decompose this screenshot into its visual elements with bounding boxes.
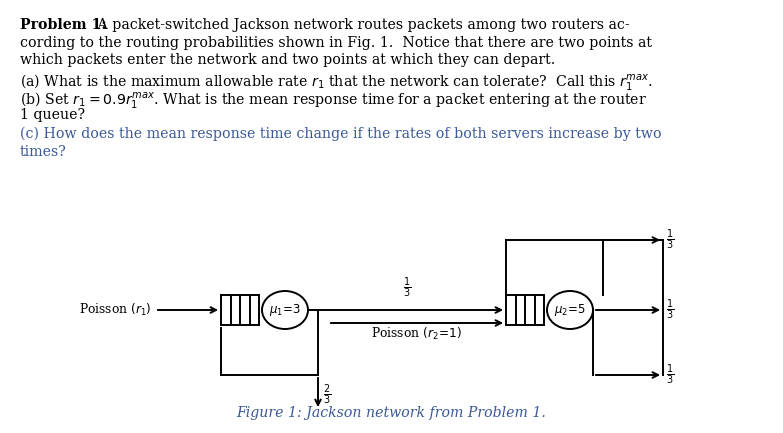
Ellipse shape	[262, 291, 308, 329]
Text: $\frac{2}{3}$: $\frac{2}{3}$	[323, 383, 331, 407]
Text: $\frac{1}{3}$: $\frac{1}{3}$	[666, 228, 674, 252]
Text: which packets enter the network and two points at which they can depart.: which packets enter the network and two …	[20, 53, 555, 67]
Text: Figure 1: Jackson network from Problem 1.: Figure 1: Jackson network from Problem 1…	[236, 406, 546, 420]
Text: (a) What is the maximum allowable rate $r_1$ that the network can tolerate?  Cal: (a) What is the maximum allowable rate $…	[20, 72, 653, 93]
Text: $\mu_2\!=\!5$: $\mu_2\!=\!5$	[554, 302, 586, 318]
Bar	[506, 295, 544, 325]
Ellipse shape	[547, 291, 593, 329]
Text: Poisson $(r_2\!=\!1)$: Poisson $(r_2\!=\!1)$	[371, 326, 463, 342]
Text: (c) How does the mean response time change if the rates of both servers increase: (c) How does the mean response time chan…	[20, 127, 662, 142]
Text: 1 queue?: 1 queue?	[20, 107, 85, 122]
Text: times?: times?	[20, 145, 67, 158]
Text: $\mu_1\!=\!3$: $\mu_1\!=\!3$	[269, 302, 301, 318]
Text: (b) Set $r_1 = 0.9r_1^{max}$. What is the mean response time for a packet enteri: (b) Set $r_1 = 0.9r_1^{max}$. What is th…	[20, 90, 647, 110]
Text: $\frac{1}{3}$: $\frac{1}{3}$	[403, 276, 411, 300]
Text: Problem 1:: Problem 1:	[20, 18, 106, 32]
Text: cording to the routing probabilities shown in Fig. 1.  Notice that there are two: cording to the routing probabilities sho…	[20, 36, 652, 49]
Text: Poisson $(r_1)$: Poisson $(r_1)$	[79, 302, 152, 318]
Bar	[221, 295, 259, 325]
Text: $\frac{1}{3}$: $\frac{1}{3}$	[666, 298, 674, 322]
Text: $\frac{1}{3}$: $\frac{1}{3}$	[666, 363, 674, 387]
Text: A packet-switched Jackson network routes packets among two routers ac-: A packet-switched Jackson network routes…	[93, 18, 630, 32]
